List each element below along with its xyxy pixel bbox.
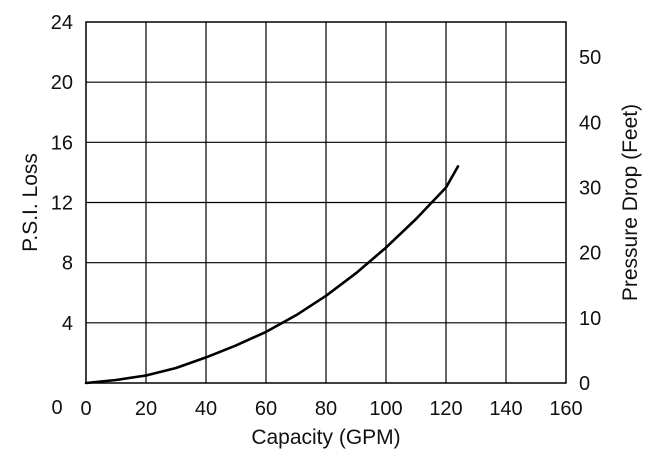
y-tick-label: 8: [62, 253, 73, 275]
y2-tick-label: 50: [579, 47, 601, 69]
y-tick-label: 20: [51, 72, 73, 94]
x-tick-label: 20: [135, 398, 157, 420]
x-tick-label: 100: [369, 398, 402, 420]
x-tick-label: 80: [315, 398, 337, 420]
y-tick-label: 24: [51, 12, 73, 34]
plot-frame: [85, 21, 567, 384]
x-tick-label: 60: [255, 398, 277, 420]
y-axis-title: P.S.I. Loss: [19, 153, 42, 252]
y2-axis-title: Pressure Drop (Feet): [619, 104, 642, 301]
x-axis-title: Capacity (GPM): [251, 426, 400, 449]
x-tick-label: 140: [489, 398, 522, 420]
y-tick-label: 16: [51, 132, 73, 154]
y2-tick-label: 20: [579, 243, 601, 265]
grid: [86, 22, 566, 383]
tick-labels: 0 20 40 60 80 100 120 140 160 0 4 8 12 16 20 24 0 10 20 30 4…: [51, 12, 602, 420]
x-tick-label: 120: [429, 398, 462, 420]
y-tick-label: 4: [62, 313, 73, 335]
y2-tick-label: 30: [579, 178, 601, 200]
y-tick-label: 0: [51, 397, 62, 419]
y2-tick-label: 0: [579, 373, 590, 395]
x-tick-label: 0: [80, 398, 91, 420]
y-tick-label: 12: [51, 193, 73, 215]
series: [84, 165, 460, 385]
y2-tick-label: 40: [579, 112, 601, 134]
x-tick-label: 40: [195, 398, 217, 420]
series-line: [84, 165, 460, 385]
y2-tick-label: 10: [579, 308, 601, 330]
x-tick-label: 160: [549, 398, 582, 420]
